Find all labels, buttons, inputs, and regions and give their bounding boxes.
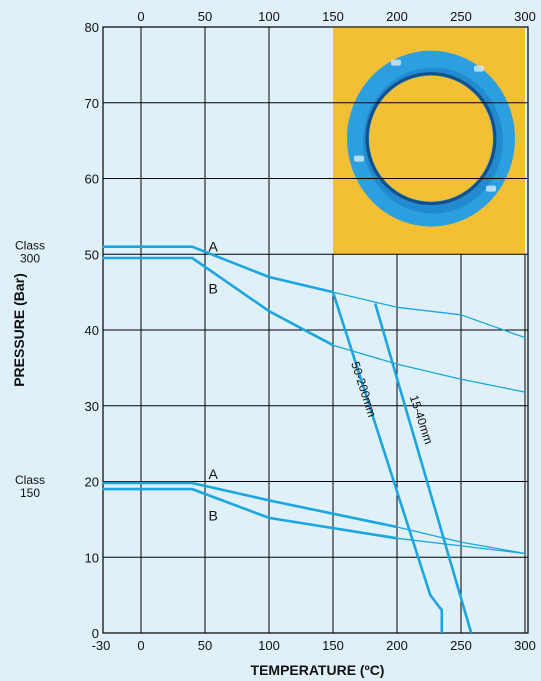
y-tick-label: 30	[85, 399, 99, 414]
x-tick-label-top: 0	[137, 9, 144, 24]
x-tick-label-bottom: 250	[450, 638, 472, 653]
curve-letter-label: B	[208, 280, 217, 296]
pipe-size-label: 50-200mm	[348, 360, 379, 419]
curve-c300B_thin	[332, 344, 526, 393]
gasket-notch	[486, 185, 496, 192]
gasket-inner-edge	[365, 72, 497, 206]
class-label-line2: 150	[20, 486, 40, 500]
curve-c150A_thin	[396, 526, 526, 555]
x-tick-label-bottom: 150	[322, 638, 344, 653]
gasket-photo	[333, 27, 525, 255]
gasket-notch	[354, 155, 364, 162]
y-tick-label: 40	[85, 323, 99, 338]
curve-c300A	[102, 245, 334, 294]
curve-lim15_40	[373, 303, 473, 634]
curve-lim50_200	[331, 291, 444, 633]
gasket-notch	[474, 65, 484, 72]
curve-c300A_thin	[332, 291, 526, 339]
x-tick-label-top: 100	[258, 9, 280, 24]
curve-letter-label: B	[208, 508, 217, 524]
x-tick-label-top: 300	[514, 9, 536, 24]
y-axis-title: PRESSURE (Bar)	[11, 273, 27, 387]
grid	[103, 26, 528, 634]
y-tick-label: 10	[85, 550, 99, 565]
curve-c300B	[102, 256, 334, 347]
x-tick-label-top: 50	[198, 9, 212, 24]
x-tick-label-top: 200	[386, 9, 408, 24]
curve-c150A	[102, 481, 398, 529]
pipe-size-label: 15-40mm	[407, 393, 436, 446]
x-tick-label-bottom: 200	[386, 638, 408, 653]
x-tick-label-bottom: 300	[514, 638, 536, 653]
gasket-center-hole	[369, 75, 493, 202]
x-tick-label-bottom: -30	[92, 638, 111, 653]
curve-letter-label: A	[208, 239, 218, 255]
y-tick-label: 60	[85, 172, 99, 187]
x-tick-label-top: 150	[322, 9, 344, 24]
y-tick-label: 0	[92, 626, 99, 641]
y-tick-label: 70	[85, 96, 99, 111]
curve-letter-label: A	[208, 466, 218, 482]
y-tick-label: 50	[85, 247, 99, 262]
gasket-notch	[391, 59, 401, 66]
x-axis-title: TEMPERATURE (ºC)	[251, 662, 385, 678]
x-tick-label-bottom: 100	[258, 638, 280, 653]
class-label-line2: 300	[20, 251, 40, 265]
curves	[102, 245, 526, 634]
x-tick-label-bottom: 50	[198, 638, 212, 653]
y-tick-label: 20	[85, 475, 99, 490]
x-tick-label-top: 250	[450, 9, 472, 24]
class-label-line1: Class	[15, 473, 45, 487]
curve-c150B_thin	[396, 537, 526, 555]
x-tick-label-bottom: 0	[137, 638, 144, 653]
curve-c150B	[102, 487, 398, 540]
class-label-line1: Class	[15, 238, 45, 252]
y-tick-label: 80	[85, 20, 99, 35]
